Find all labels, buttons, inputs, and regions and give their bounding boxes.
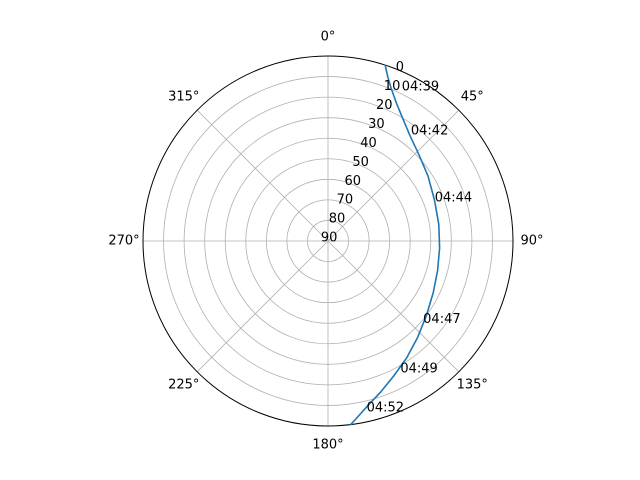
angular-gridline [196, 240, 329, 373]
angular-tick-label: 225° [168, 378, 199, 393]
time-annotation: 04:49 [400, 361, 437, 376]
angular-tick-label: 135° [457, 378, 488, 393]
radial-tick-label: 40 [360, 136, 377, 151]
series-line [349, 64, 441, 426]
angular-tick-labels: 0° 45° 90° 135° 180° 225° 270° 315° [108, 30, 543, 453]
radial-tick-label: 90 [321, 231, 338, 246]
angular-gridline [327, 240, 460, 373]
radial-tick-label: 80 [329, 212, 346, 227]
angular-tick-label: 315° [168, 89, 199, 104]
annotations: 04:39 04:42 04:44 04:47 04:49 04:52 [367, 80, 473, 416]
radial-tick-label: 10 [384, 79, 401, 94]
time-annotation: 04:42 [411, 124, 448, 139]
angular-tick-label: 0° [321, 30, 336, 45]
angular-gridline [196, 109, 329, 242]
angular-tick-label: 270° [108, 234, 139, 249]
radial-tick-label: 0 [396, 60, 404, 75]
polar-frame [142, 55, 514, 427]
radial-tick-label: 30 [368, 117, 385, 132]
radial-tick-label: 70 [337, 193, 354, 208]
angular-tick-label: 45° [461, 89, 484, 104]
series-layer [349, 64, 441, 426]
angular-tick-label: 180° [312, 438, 343, 453]
angular-tick-label: 90° [520, 234, 543, 249]
radial-tick-label: 50 [352, 155, 369, 170]
time-annotation: 04:52 [367, 401, 404, 416]
time-annotation: 04:47 [423, 312, 460, 327]
radial-tick-labels: 0 10 20 30 40 50 60 70 80 90 [321, 60, 404, 246]
polar-grid [143, 56, 513, 426]
radial-tick-label: 20 [376, 98, 393, 113]
radial-tick-label: 60 [344, 174, 361, 189]
time-annotation: 04:44 [435, 190, 472, 205]
angular-gridline [327, 109, 460, 242]
time-annotation: 04:39 [402, 80, 439, 95]
